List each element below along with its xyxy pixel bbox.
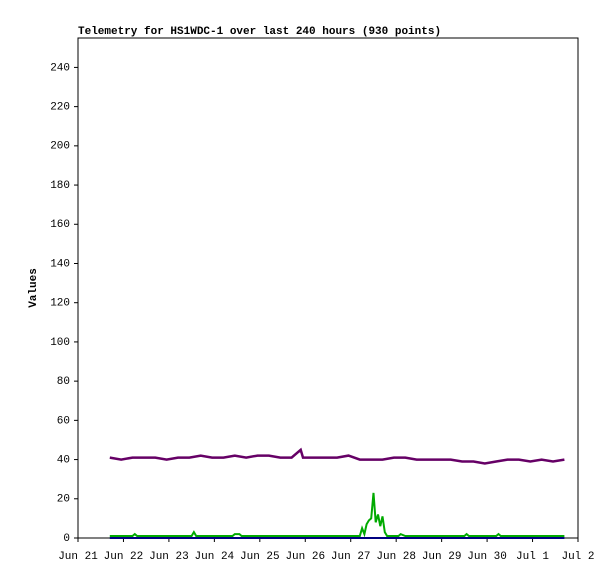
x-tick-label: Jun 22 <box>104 551 144 563</box>
y-tick-label: 0 <box>63 533 70 545</box>
x-tick-label: Jun 26 <box>285 551 325 563</box>
y-tick-label: 60 <box>57 415 70 427</box>
x-tick-label: Jun 27 <box>331 551 371 563</box>
y-tick-label: 140 <box>50 258 70 270</box>
series-line <box>109 447 565 465</box>
y-tick-label: 220 <box>50 102 70 114</box>
x-tick-label: Jun 30 <box>467 551 507 563</box>
y-tick-label: 200 <box>50 141 70 153</box>
x-tick-label: Jun 21 <box>58 551 98 563</box>
x-tick-label: Jun 23 <box>149 551 189 563</box>
x-tick-label: Jun 24 <box>195 551 235 563</box>
x-tick-label: Jun 25 <box>240 551 280 563</box>
y-tick-label: 120 <box>50 298 70 310</box>
y-tick-label: 20 <box>57 494 70 506</box>
y-axis-label: Values <box>28 268 40 308</box>
y-tick-label: 80 <box>57 376 70 388</box>
y-tick-label: 240 <box>50 62 70 74</box>
x-tick-label: Jul 1 <box>516 551 549 563</box>
x-tick-label: Jul 2 <box>561 551 594 563</box>
y-tick-label: 160 <box>50 219 70 231</box>
x-tick-label: Jun 28 <box>376 551 416 563</box>
y-tick-label: 180 <box>50 180 70 192</box>
y-tick-label: 40 <box>57 454 70 466</box>
chart-title: Telemetry for HS1WDC-1 over last 240 hou… <box>78 26 441 38</box>
series-line <box>109 492 565 538</box>
y-tick-label: 100 <box>50 337 70 349</box>
x-tick-label: Jun 29 <box>422 551 462 563</box>
